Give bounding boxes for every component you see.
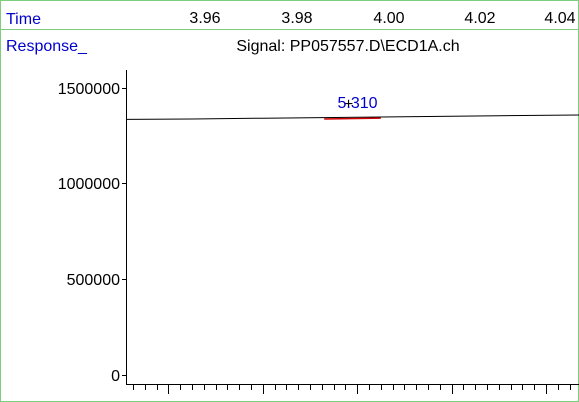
y-tick-label-1500000: 1500000 bbox=[58, 81, 120, 98]
series-line bbox=[125, 114, 579, 120]
y-tick-label-0: 0 bbox=[111, 368, 120, 385]
y-axis-label: Response_ bbox=[6, 38, 88, 55]
x-tick-label-1: 3.98 bbox=[281, 10, 312, 27]
top-x-tick-group: 3.96 3.98 4.00 4.02 4.04 bbox=[189, 10, 575, 27]
x-tick-label-2: 4.00 bbox=[373, 10, 404, 27]
peak-highlight bbox=[324, 117, 381, 120]
x-tick-label-4: 4.04 bbox=[544, 10, 575, 27]
x-tick-label-3: 4.02 bbox=[464, 10, 495, 27]
bottom-x-tick-group bbox=[133, 384, 571, 394]
x-axis-label: Time bbox=[6, 11, 41, 28]
y-tick-label-500000: 500000 bbox=[67, 272, 120, 289]
y-tick-label-1000000: 1000000 bbox=[58, 176, 120, 193]
peak-marker: + bbox=[344, 96, 353, 113]
chart-title: Signal: PP057557.D\ECD1A.ch bbox=[236, 38, 459, 55]
y-tick-group: 1500000 1000000 500000 0 bbox=[58, 81, 120, 385]
x-tick-label-0: 3.96 bbox=[189, 10, 220, 27]
peak-label: 5.310 bbox=[337, 95, 377, 112]
